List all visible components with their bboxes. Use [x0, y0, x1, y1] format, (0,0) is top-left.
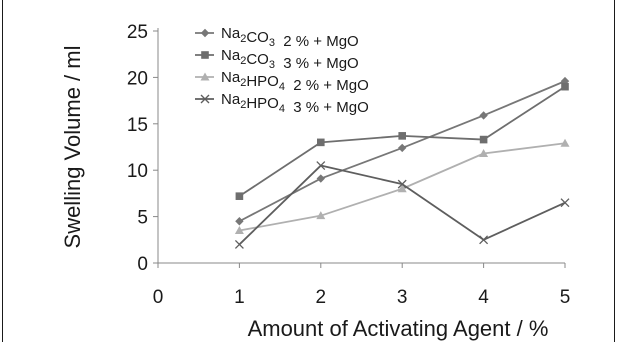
square-marker — [479, 135, 488, 144]
x-marker-stroke — [397, 179, 407, 189]
data-point-marker — [479, 111, 488, 120]
x-marker-stroke — [316, 161, 326, 171]
square-marker — [201, 51, 209, 59]
series-layer — [234, 76, 570, 249]
legend-subscript: 3 — [269, 59, 275, 71]
legend-subscript: 4 — [279, 81, 285, 93]
square-marker — [235, 192, 244, 200]
legend-label: Na2HPO4 2 % + MgO — [221, 69, 369, 94]
legend-text-part: Na — [221, 47, 241, 64]
x-tick-label: 0 — [153, 287, 164, 308]
triangle-marker — [560, 138, 570, 147]
legend-text-part: CO — [246, 51, 269, 68]
data-point-marker — [479, 235, 489, 245]
square-marker — [561, 82, 569, 91]
legend-text-part: Na — [221, 69, 241, 86]
x-tick-label: 5 — [560, 287, 571, 308]
data-point-marker — [316, 161, 326, 171]
legend-text-part: 2 % + MgO — [275, 33, 359, 50]
figure-frame-right — [614, 0, 615, 342]
legend-text-part: 2 % + MgO — [285, 77, 369, 94]
legend-item-4: Na2HPO4 3 % + MgO — [195, 91, 369, 116]
data-point-marker — [560, 138, 570, 147]
legend-label: Na2CO3 2 % + MgO — [221, 25, 359, 50]
triangle-marker — [234, 226, 244, 235]
square-marker — [398, 132, 406, 140]
y-tick-label: 20 — [127, 68, 148, 89]
data-point-marker — [234, 226, 244, 235]
legend-subscript: 2 — [240, 99, 246, 111]
triangle-marker — [200, 72, 210, 81]
y-tick-label: 5 — [137, 208, 148, 229]
y-tick-label: 0 — [137, 254, 148, 275]
legend-subscript: 2 — [240, 55, 246, 67]
data-point-marker — [201, 51, 209, 59]
y-tick-label: 10 — [127, 161, 148, 182]
data-point-marker — [317, 138, 325, 147]
data-point-marker — [316, 211, 326, 220]
data-point-marker — [479, 148, 489, 157]
legend-subscript: 2 — [240, 77, 246, 89]
legend-text-part: 3 % + MgO — [275, 55, 359, 72]
legend-text-part: Na — [221, 25, 241, 42]
data-point-marker — [398, 143, 407, 153]
x-marker-stroke — [560, 198, 570, 208]
x-tick-label: 1 — [234, 287, 245, 308]
diamond-marker — [200, 28, 210, 38]
data-point-marker — [397, 179, 407, 189]
data-point-marker — [235, 217, 244, 226]
square-marker — [317, 138, 325, 147]
legend-subscript: 4 — [279, 103, 285, 115]
triangle-marker — [397, 184, 407, 193]
data-point-marker — [398, 132, 406, 140]
data-point-marker — [561, 82, 569, 91]
diamond-marker — [316, 174, 325, 183]
diamond-marker — [479, 111, 488, 120]
x-tick-label: 3 — [397, 287, 408, 308]
legend-subscript: 3 — [269, 37, 275, 49]
x-marker-stroke — [200, 94, 210, 104]
legend-item-2: Na2CO3 3 % + MgO — [195, 47, 359, 72]
series-3 — [234, 138, 570, 235]
legend-label: Na2CO3 3 % + MgO — [221, 47, 359, 72]
x-axis-title: Amount of Activating Agent / % — [248, 316, 549, 341]
data-point-marker — [235, 192, 244, 200]
data-point-marker — [200, 72, 210, 81]
data-point-marker — [560, 198, 570, 208]
legend-label: Na2HPO4 3 % + MgO — [221, 91, 369, 116]
x-marker-stroke — [234, 239, 244, 249]
x-tick-label: 2 — [316, 287, 327, 308]
y-tick-label: 25 — [127, 22, 148, 43]
legend-item-1: Na2CO3 2 % + MgO — [195, 25, 359, 50]
y-axis-title: Swelling Volume / ml — [60, 46, 85, 249]
figure-frame-left — [2, 0, 3, 342]
triangle-marker — [479, 148, 489, 157]
diamond-marker — [398, 143, 407, 153]
legend-text-part: HPO — [246, 73, 279, 90]
legend-text-part: HPO — [246, 95, 279, 112]
legend-text-part: 3 % + MgO — [285, 99, 369, 116]
data-point-marker — [316, 174, 325, 183]
data-point-marker — [234, 239, 244, 249]
legend-subscript: 2 — [240, 33, 246, 45]
legend-item-3: Na2HPO4 2 % + MgO — [195, 69, 369, 94]
legend-text-part: CO — [246, 29, 269, 46]
series-4 — [234, 161, 570, 249]
data-point-marker — [200, 94, 210, 104]
y-tick-label: 15 — [127, 115, 148, 136]
data-point-marker — [397, 184, 407, 193]
triangle-marker — [316, 211, 326, 220]
x-tick-label: 4 — [478, 287, 489, 308]
diamond-marker — [235, 217, 244, 226]
legend-text-part: Na — [221, 91, 241, 108]
data-point-marker — [200, 28, 210, 38]
series-2 — [235, 82, 569, 200]
x-marker-stroke — [479, 235, 489, 245]
series-line — [238, 164, 566, 246]
data-point-marker — [479, 135, 488, 144]
